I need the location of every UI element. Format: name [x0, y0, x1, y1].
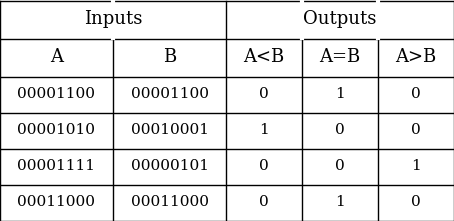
- Text: 00001010: 00001010: [18, 124, 95, 137]
- Text: 00010001: 00010001: [130, 124, 208, 137]
- Text: 00011000: 00011000: [130, 196, 208, 210]
- Text: 0: 0: [259, 196, 269, 210]
- Text: Outputs: Outputs: [303, 11, 377, 29]
- Text: 0: 0: [411, 124, 421, 137]
- Text: 00001100: 00001100: [18, 88, 95, 101]
- Text: 1: 1: [411, 160, 421, 173]
- Text: 1: 1: [259, 124, 269, 137]
- Text: 0: 0: [411, 196, 421, 210]
- Text: A>B: A>B: [395, 48, 437, 67]
- Text: A=B: A=B: [319, 48, 360, 67]
- Text: A<B: A<B: [243, 48, 285, 67]
- Text: 00001111: 00001111: [18, 160, 95, 173]
- Text: 00000101: 00000101: [130, 160, 208, 173]
- Text: 0: 0: [259, 88, 269, 101]
- Text: 1: 1: [335, 196, 345, 210]
- Text: 0: 0: [335, 160, 345, 173]
- Text: 1: 1: [335, 88, 345, 101]
- Text: 0: 0: [411, 88, 421, 101]
- Text: B: B: [163, 48, 176, 67]
- Text: A: A: [50, 48, 63, 67]
- Text: Inputs: Inputs: [84, 11, 142, 29]
- Text: 00011000: 00011000: [18, 196, 95, 210]
- Text: 0: 0: [335, 124, 345, 137]
- Text: 00001100: 00001100: [130, 88, 208, 101]
- Text: 0: 0: [259, 160, 269, 173]
